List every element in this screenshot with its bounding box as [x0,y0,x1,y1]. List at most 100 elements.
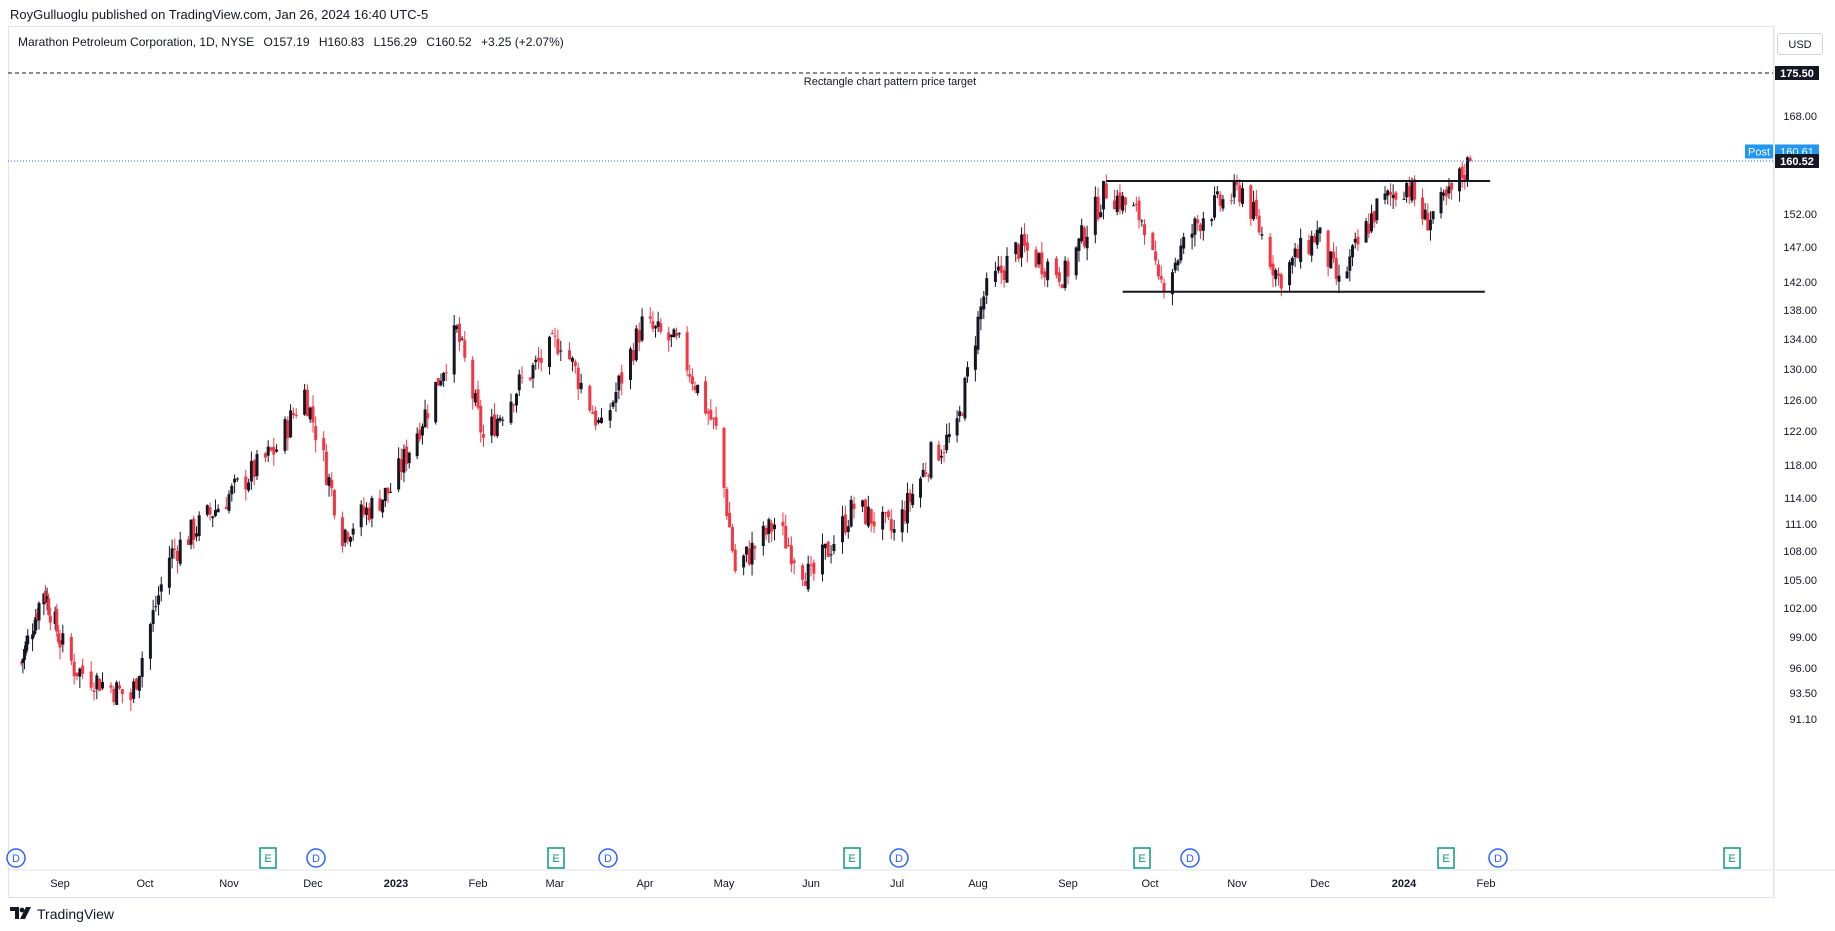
post-tag-label: Post [1748,146,1770,158]
candle-body [826,541,830,558]
candle-body [570,357,574,362]
candle-body [69,636,73,661]
dividend-marker-icon[interactable] [1180,848,1200,868]
candle-body [579,382,583,390]
time-tick-label: Feb [1477,878,1496,890]
legend-high: H160.83 [318,35,365,49]
candle-body [784,526,788,549]
candle-body [415,433,419,457]
earnings-marker-icon[interactable] [1437,847,1455,869]
candle-body [322,438,326,451]
candle-body [1332,251,1336,259]
candle-body [1386,190,1390,196]
candle-body [89,671,93,688]
candle-body [640,316,644,341]
candle-body [490,416,494,436]
candle-body [985,278,989,296]
candle-body [1025,242,1029,251]
candle-body [78,668,82,677]
candle-body [1356,236,1360,245]
dividend-marker-icon[interactable] [889,848,909,868]
candle-body [48,615,52,623]
candle-body [95,675,99,690]
footer-brand[interactable]: TradingView [37,906,115,922]
candle-body [1102,180,1106,210]
candle-body [476,389,480,408]
candle-body [266,446,270,456]
candle-body [669,334,673,338]
candle-body [1020,234,1024,258]
earnings-marker-icon[interactable] [1133,847,1151,869]
dividend-marker-icon[interactable] [598,848,618,868]
candle-body [405,446,409,465]
candle-body [999,265,1003,273]
price-tick-label: 126.00 [1783,395,1817,407]
candle-body [531,364,535,379]
candle-body [189,519,193,545]
candle-body [1017,244,1021,259]
earnings-marker-icon[interactable] [843,847,861,869]
legend-symbol[interactable]: Marathon Petroleum Corporation, 1D, NYSE [18,35,255,49]
candle-body [216,508,220,513]
earnings-marker-icon[interactable] [1723,847,1741,869]
dividend-marker-label: D [895,853,903,865]
candle-body [1367,223,1371,234]
candle-body [728,512,732,528]
candle-body [628,348,632,380]
candle-body [1210,219,1214,222]
candle-body [1232,180,1236,198]
candle-body [1066,261,1070,277]
candle-body [903,510,907,522]
candle-body [688,374,692,377]
candle-body [205,505,209,515]
last-price-label: 160.52 [1780,156,1814,168]
candle-body [852,503,856,510]
candle-body [61,633,65,645]
candle-body [809,564,813,566]
candle-body [568,350,572,360]
candle-body [843,514,847,533]
earnings-marker-icon[interactable] [547,847,565,869]
price-tick-label: 99.00 [1789,632,1817,644]
candle-body [1118,192,1122,210]
candle-body [1121,195,1125,211]
candle-body [1159,276,1163,280]
price-tick-label: 96.00 [1789,663,1817,675]
candle-body [208,507,212,515]
candle-body [386,487,390,494]
candle-body [482,434,485,438]
candle-body [892,529,896,533]
currency-button[interactable]: USD [1777,33,1823,55]
candle-body [367,507,371,521]
candle-body [945,434,949,451]
candle-body [1034,249,1038,267]
candle-body [283,419,287,451]
candle-body [631,349,635,361]
candle-body [651,321,655,329]
candle-body [921,469,925,477]
time-tick-label: Mar [546,878,565,890]
candle-body [517,374,521,391]
candle-body [1351,245,1355,258]
candle-body [659,323,663,332]
dividend-marker-icon[interactable] [1488,848,1508,868]
candle-body [1201,218,1205,231]
earnings-marker-icon[interactable] [259,847,277,869]
price-tick-label: 108.00 [1783,546,1817,558]
candle-body [1193,218,1197,235]
candle-body [764,527,768,535]
dividend-marker-icon[interactable] [306,848,326,868]
candle-body [186,539,190,545]
candle-body [439,380,443,386]
candle-body [346,532,350,541]
candle-body [690,376,694,384]
dividend-marker-label: D [1186,853,1194,865]
candle-body [1439,191,1443,214]
candle-body [53,611,57,625]
candle-body [1442,192,1446,196]
dividend-marker-icon[interactable] [6,848,26,868]
candle-body [656,321,660,328]
candle-body [1221,199,1225,209]
publisher-bar: RoyGulluoglu published on TradingView.co… [0,0,1835,26]
